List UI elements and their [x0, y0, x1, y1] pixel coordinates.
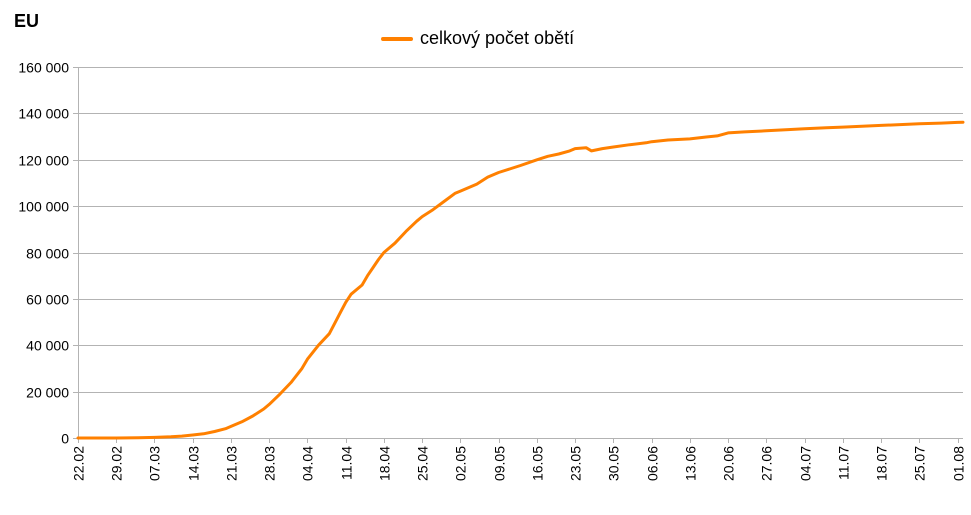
legend-swatch: [381, 36, 413, 41]
x-tick-label: 09.05: [492, 446, 508, 481]
y-tick-label: 40 000: [26, 338, 69, 354]
x-axis-ticks: 22.02 29.02 07.03 14.03 21.03 28.03 04.04 11.04…: [71, 438, 967, 481]
series-line: [76, 120, 965, 440]
legend: celkový počet obětí: [381, 28, 574, 49]
x-tick-label: 18.04: [377, 446, 393, 481]
y-tick-label: 160 000: [18, 60, 69, 76]
y-tick-label: 60 000: [26, 292, 69, 308]
y-tick-label: 20 000: [26, 385, 69, 401]
chart-title: EU: [14, 11, 40, 31]
y-tick-label: 140 000: [18, 106, 69, 122]
x-tick-label: 07.03: [147, 446, 163, 481]
y-tick-label: 120 000: [18, 153, 69, 169]
x-tick-label: 06.06: [645, 446, 661, 481]
x-tick-label: 16.05: [530, 446, 546, 481]
x-tick-label: 27.06: [759, 446, 775, 481]
x-tick-label: 02.05: [453, 446, 469, 481]
x-tick-label: 21.03: [224, 446, 240, 481]
y-tick-label: 0: [61, 431, 69, 447]
x-tick-label: 30.05: [606, 446, 622, 481]
axes: [78, 67, 963, 443]
grid-lines: [78, 67, 963, 393]
x-tick-label: 23.05: [568, 446, 584, 481]
x-tick-label: 28.03: [262, 446, 278, 481]
x-tick-label: 25.07: [912, 446, 928, 481]
x-tick-label: 04.04: [300, 446, 316, 481]
x-tick-label: 14.03: [186, 446, 202, 481]
x-tick-label: 29.02: [109, 446, 125, 481]
x-tick-label: 11.04: [339, 446, 355, 480]
x-tick-label: 22.02: [71, 446, 87, 481]
x-tick-label: 18.07: [874, 446, 890, 481]
x-tick-label: 13.06: [683, 446, 699, 481]
x-tick-label: 11.07: [836, 446, 852, 480]
x-tick-label: 20.06: [721, 446, 737, 481]
y-tick-label: 80 000: [26, 246, 69, 262]
legend-label: celkový počet obětí: [420, 28, 575, 48]
x-tick-label: 04.07: [798, 446, 814, 481]
y-tick-label: 100 000: [18, 199, 69, 215]
series-layer: [76, 120, 965, 440]
y-axis-ticks: 0 20 000 40 000 60 000 80 000 100 000 120 000 1…: [18, 60, 78, 447]
x-tick-label: 25.04: [415, 446, 431, 481]
x-tick-label: 01.08: [951, 446, 967, 481]
